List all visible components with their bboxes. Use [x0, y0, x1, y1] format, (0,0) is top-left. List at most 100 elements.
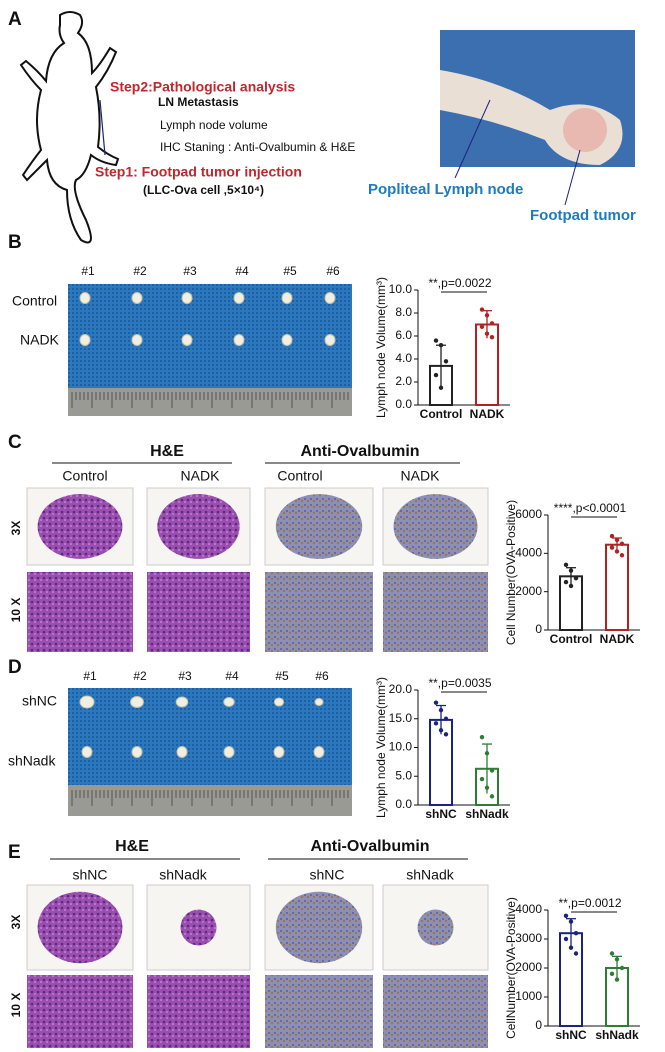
y-axis-label: Lymph node Volume(mm³) [374, 677, 388, 818]
y-tick-label: 0 [535, 1018, 542, 1032]
tissue-section [180, 909, 217, 946]
stain-label: Anti-Ovalbumin [300, 443, 419, 460]
sample-label: #3 [183, 264, 197, 278]
stain-label: Anti-Ovalbumin [310, 838, 429, 855]
tissue-section [157, 494, 240, 559]
nodule [131, 334, 143, 346]
data-point [479, 734, 485, 740]
y-tick-label: 6000 [515, 507, 542, 521]
sample-label: #2 [133, 264, 147, 278]
data-point [568, 919, 574, 924]
micrograph [27, 975, 133, 1048]
group-label: shNadk [159, 867, 207, 883]
y-tick-label: 5.0 [395, 768, 412, 782]
sample-label: #6 [315, 669, 329, 683]
data-point [609, 545, 615, 550]
data-point [433, 721, 439, 726]
group-label: shNadk [406, 867, 454, 883]
data-point [573, 576, 579, 581]
group-label: shNC [72, 867, 107, 883]
data-point [489, 334, 495, 340]
nodule [223, 746, 235, 758]
data-point [484, 751, 490, 756]
y-tick-label: 2000 [515, 584, 542, 598]
item: Lymph node volume [160, 118, 268, 132]
nodule [176, 746, 188, 758]
sample-label: #3 [178, 669, 192, 683]
sample-label: #4 [225, 669, 239, 683]
data-point [438, 343, 444, 348]
photo-tumor [563, 108, 607, 152]
ruler [68, 388, 352, 416]
nodule [223, 697, 235, 707]
data-point [484, 313, 490, 318]
y-tick-label: 6.0 [395, 328, 412, 342]
sample-label: #4 [235, 264, 249, 278]
annotation: **,p=0.0022 [428, 276, 491, 290]
data-point [614, 549, 620, 554]
group-label: NADK [181, 468, 221, 484]
nodule [79, 695, 95, 709]
data-point [563, 913, 569, 918]
nodule [79, 292, 91, 304]
data-point [619, 965, 625, 971]
y-tick-label: 3000 [515, 931, 542, 945]
group-label: Control [277, 468, 322, 484]
data-point [568, 945, 574, 950]
data-point [443, 716, 449, 721]
magnification: 10 X [9, 993, 23, 1018]
group-label: shNC [22, 693, 57, 709]
group-label: shNadk [8, 753, 56, 769]
nodule [181, 334, 193, 346]
nodule [181, 292, 193, 304]
x-tick-label: shNadk [595, 1028, 639, 1042]
annotation: ****,p<0.0001 [554, 501, 627, 515]
tissue-section [37, 891, 123, 964]
step1: Step1: Footpad tumor injection [95, 164, 302, 180]
y-tick-label: 8.0 [395, 305, 412, 319]
data-point [609, 951, 615, 956]
nodule [233, 292, 245, 304]
nodule [175, 696, 189, 708]
group-label: shNC [309, 867, 344, 883]
data-point [573, 951, 579, 956]
y-tick-label: 10.0 [389, 282, 413, 296]
data-point [619, 541, 625, 546]
data-point [568, 583, 574, 589]
y-axis-label: CellNumber(OVA-Positive) [504, 897, 518, 1039]
x-tick-label: Control [550, 632, 593, 646]
data-point [438, 728, 444, 733]
photo-label: Footpad tumor [530, 207, 636, 224]
nodule [281, 292, 293, 304]
data-point [614, 977, 620, 982]
y-tick-label: 1000 [515, 989, 542, 1003]
tissue-section [275, 494, 363, 559]
stain-label: H&E [115, 838, 149, 855]
data-point [609, 533, 615, 539]
micrograph [265, 572, 373, 652]
tissue-section [37, 494, 123, 559]
y-tick-label: 20.0 [389, 682, 413, 696]
sample-label: #1 [81, 264, 95, 278]
data-point [433, 372, 439, 378]
micrograph [265, 975, 373, 1048]
annotation: **,p=0.0035 [428, 676, 491, 690]
x-tick-label: shNadk [465, 807, 509, 821]
data-point [484, 785, 490, 790]
data-point [484, 331, 490, 336]
data-point [438, 385, 444, 390]
micrograph [383, 975, 488, 1048]
data-point [563, 936, 569, 942]
sample-label: #6 [326, 264, 340, 278]
sample-label: #2 [133, 669, 147, 683]
y-tick-label: 0.0 [395, 397, 412, 411]
group-label: NADK [401, 468, 441, 484]
panel-letter: A [8, 9, 22, 30]
group-label: Control [12, 293, 57, 309]
magnification: 3X [9, 915, 23, 930]
data-point [489, 768, 495, 773]
cells: (LLC-Ova cell ,5×10⁴) [143, 183, 264, 197]
data-point [614, 957, 620, 962]
y-tick-label: 4000 [515, 902, 542, 916]
sample-label: #5 [283, 264, 297, 278]
